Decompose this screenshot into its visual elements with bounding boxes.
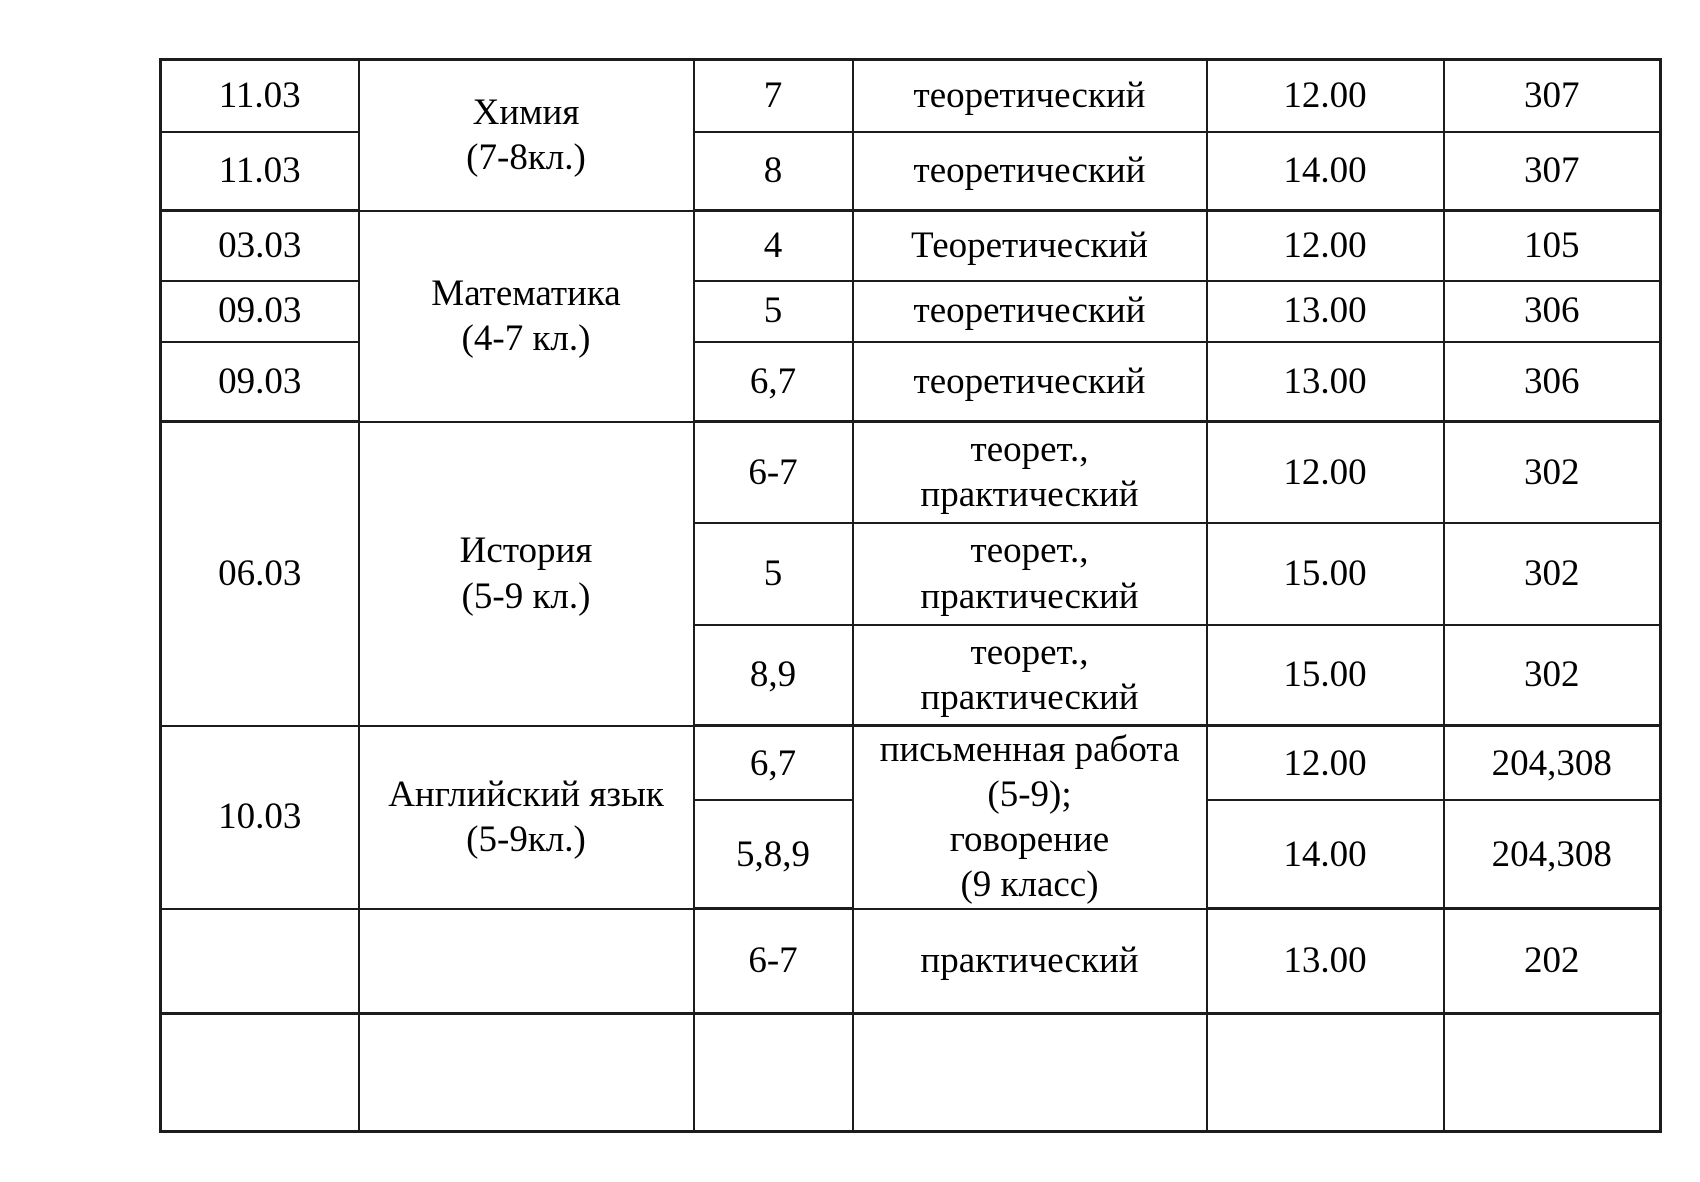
table-row: 10.03 Английский язык (5-9кл.) 6,7 письм… [159,724,1662,910]
grade-cell [692,1012,854,1133]
date-cell: 09.03 [159,279,360,343]
time-cell: 12.00 [1205,58,1445,133]
time-cell: 15.00 [1205,521,1445,626]
room-cell: 302 [1442,521,1662,626]
subject-cell [357,1012,695,1133]
subject-cell: Химия (7-8кл.) [357,58,695,212]
grade-cell: 5 [692,521,854,626]
exam-type-cell: теорет., практический [851,623,1208,727]
exam-schedule-table: 11.03 Химия (7-8кл.) 7 теоретический 12.… [159,58,1662,1133]
room-cell: 307 [1442,58,1662,133]
grade-cell: 7 [692,58,854,133]
room-cell [1442,1012,1662,1133]
exam-type-cell: теорет., практический [851,521,1208,626]
date-cell: 09.03 [159,340,360,423]
exam-type-cell [851,1012,1208,1133]
room-cell: 306 [1442,279,1662,343]
date-cell: 11.03 [159,58,360,133]
table-row: 09.03 6,7 теоретический 13.00 306 [159,340,1662,423]
grade-cell: 6-7 [692,907,854,1015]
subject-cell: История (5-9 кл.) [357,420,695,727]
subject-cell: Математика (4-7 кл.) [357,209,695,423]
table-row: 6-7 практический 13.00 202 [159,907,1662,1015]
exam-type-cell: практический [851,907,1208,1015]
room-cell: 204,308 [1442,799,1662,911]
time-cell: 12.00 [1205,420,1445,524]
room-cell: 302 [1442,623,1662,727]
subject-cell [357,907,695,1015]
date-cell: 03.03 [159,209,360,282]
time-cell: 14.00 [1205,799,1445,911]
room-cell: 307 [1442,130,1662,212]
exam-type-cell: теоретический [851,340,1208,423]
time-cell: 14.00 [1205,130,1445,212]
exam-type-cell: Теоретический [851,209,1208,282]
grade-cell: 6,7 [692,724,854,802]
room-cell: 204,308 [1442,724,1662,802]
table-row: 06.03 История (5-9 кл.) 6-7 теорет., пра… [159,420,1662,727]
time-cell: 15.00 [1205,623,1445,727]
grade-cell: 6-7 [692,420,854,524]
time-cell: 12.00 [1205,209,1445,282]
grade-cell: 8 [692,130,854,212]
grade-cell: 4 [692,209,854,282]
room-cell: 306 [1442,340,1662,423]
date-cell: 11.03 [159,130,360,212]
exam-type-cell: теорет., практический [851,420,1208,524]
table-row: 11.03 8 теоретический 14.00 307 [159,130,1662,212]
table-row: 5 теорет., практический 15.00 302 [161,521,1662,626]
room-cell: 105 [1442,209,1662,282]
time-cell: 13.00 [1205,279,1445,343]
table-row [159,1012,1662,1133]
room-cell: 302 [1442,420,1662,524]
time-cell: 12.00 [1205,724,1445,802]
room-cell: 202 [1442,907,1662,1015]
exam-type-cell: теоретический [851,58,1208,133]
date-cell [159,907,360,1015]
grade-cell: 6,7 [692,340,854,423]
date-cell [159,1012,360,1133]
grade-cell: 5,8,9 [692,799,854,911]
table-row: 09.03 5 теоретический 13.00 306 [159,279,1662,343]
table-row: 11.03 Химия (7-8кл.) 7 теоретический 12.… [159,58,1662,212]
exam-type-cell: теоретический [851,279,1208,343]
table-row: 03.03 Математика (4-7 кл.) 4 Теоретическ… [159,209,1662,423]
date-cell: 06.03 [159,420,360,727]
table-row: 8,9 теорет., практический 15.00 302 [161,623,1662,727]
grade-cell: 5 [692,279,854,343]
subject-cell: Английский язык (5-9кл.) [357,724,695,910]
time-cell: 13.00 [1205,340,1445,423]
exam-type-cell: письменная работа (5-9); говорение (9 кл… [851,724,1208,910]
date-cell: 10.03 [159,724,360,910]
grade-cell: 8,9 [692,623,854,727]
exam-type-cell: теоретический [851,130,1208,212]
time-cell [1205,1012,1445,1133]
table-row: 5,8,9 14.00 204,308 [161,799,1662,911]
time-cell: 13.00 [1205,907,1445,1015]
